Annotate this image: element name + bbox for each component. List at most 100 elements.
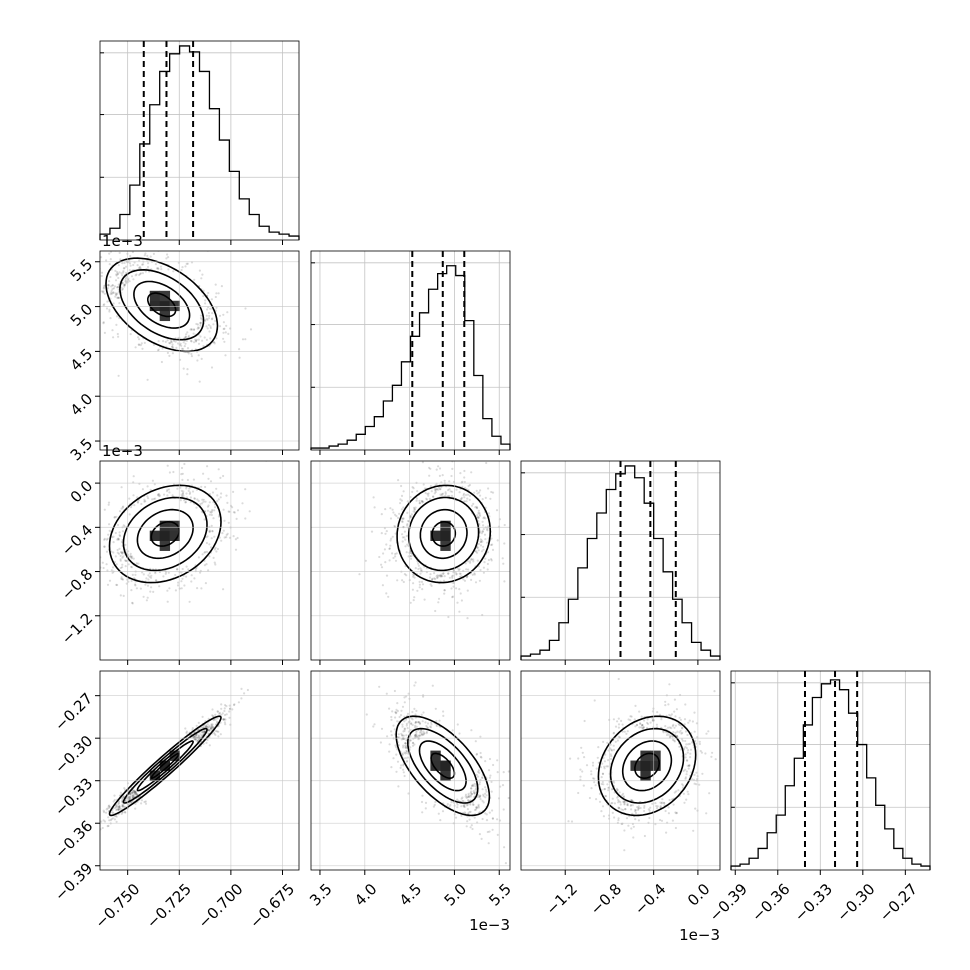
y-tick-label: −0.36 xyxy=(51,817,96,862)
scatter-point xyxy=(168,587,171,590)
scatter-point xyxy=(134,791,137,794)
scatter-point xyxy=(207,504,210,507)
scatter-point xyxy=(478,511,481,515)
scatter-point xyxy=(115,815,118,818)
scatter-point xyxy=(205,338,208,341)
scatter-point xyxy=(424,721,427,724)
scatter-point xyxy=(399,714,403,717)
x-tick-label: −0.33 xyxy=(791,880,836,925)
scatter-point xyxy=(124,543,127,547)
scatter-point xyxy=(411,742,415,745)
scatter-point xyxy=(113,285,116,288)
scatter-point xyxy=(685,759,689,762)
scatter-point xyxy=(131,601,134,604)
scatter-point xyxy=(487,558,490,562)
scatter-point xyxy=(421,501,424,504)
scatter-point xyxy=(199,733,202,736)
scatter-point xyxy=(133,790,136,793)
scatter-point xyxy=(129,554,132,558)
scatter-point xyxy=(181,495,184,498)
scatter-point xyxy=(579,775,582,778)
scatter-point xyxy=(602,783,605,786)
scatter-point xyxy=(171,352,174,355)
scatter-point xyxy=(214,283,217,286)
scatter-point xyxy=(676,735,679,738)
contour-line xyxy=(407,496,480,572)
scatter-point xyxy=(214,718,217,721)
scatter-point xyxy=(693,730,696,733)
scatter-point xyxy=(195,739,198,742)
scatter-point xyxy=(380,563,383,566)
scatter-point xyxy=(482,566,485,569)
scatter-point xyxy=(634,725,637,728)
scatter-point xyxy=(112,287,116,290)
scatter-point xyxy=(623,829,626,832)
scatter-point xyxy=(208,513,211,516)
scatter-point xyxy=(213,342,216,345)
scatter-point xyxy=(659,801,662,804)
scatter-point xyxy=(421,583,425,586)
scatter-point xyxy=(147,574,150,577)
scatter-point xyxy=(687,765,691,768)
scatter-point xyxy=(516,800,518,802)
scatter-point xyxy=(688,719,691,722)
scatter-point xyxy=(168,354,171,357)
scatter-point xyxy=(444,494,447,497)
scatter-point xyxy=(485,790,488,793)
scatter-point xyxy=(202,344,205,348)
scatter-point xyxy=(217,725,220,728)
scatter-point xyxy=(201,553,204,556)
scatter-point xyxy=(436,574,439,577)
scatter-point xyxy=(496,539,499,542)
scatter-point xyxy=(205,536,208,539)
scatter-point xyxy=(442,572,445,575)
contour-line xyxy=(621,740,673,792)
scatter-point xyxy=(402,744,405,747)
scatter-point xyxy=(413,743,416,746)
scatter-point xyxy=(119,554,122,558)
scatter-point xyxy=(117,800,121,804)
scatter-point xyxy=(486,562,489,566)
scatter-point xyxy=(154,497,157,500)
scatter-point xyxy=(210,537,213,540)
scatter-point xyxy=(213,548,216,551)
scatter-point xyxy=(125,559,128,562)
scatter-point xyxy=(108,579,112,582)
scatter-point xyxy=(134,802,137,806)
scatter-point xyxy=(122,267,125,270)
scatter-point xyxy=(186,478,189,482)
scatter-point xyxy=(409,739,412,742)
scatter-point xyxy=(410,557,413,560)
scatter-point xyxy=(415,729,418,733)
scatter-point xyxy=(443,575,446,578)
scatter-point xyxy=(600,782,603,786)
scatter-point xyxy=(119,535,122,538)
scatter-point xyxy=(119,566,122,570)
scatter-point xyxy=(184,342,187,345)
scatter-point xyxy=(405,739,408,742)
scatter-point xyxy=(465,825,468,828)
scatter-point xyxy=(437,574,440,578)
scatter-point xyxy=(475,808,478,811)
scatter-point xyxy=(224,718,227,721)
scatter-point xyxy=(139,272,142,275)
scatter-point xyxy=(429,485,432,488)
scatter-point xyxy=(124,280,127,283)
scatter-point xyxy=(472,803,475,806)
scatter-point xyxy=(206,509,210,512)
scatter-point xyxy=(393,513,397,516)
scatter-point xyxy=(182,494,185,497)
scatter-point xyxy=(423,732,426,736)
scatter-point xyxy=(614,740,617,743)
scatter-point xyxy=(486,830,489,834)
scatter-point xyxy=(656,805,659,808)
y-tick-label: 4.0 xyxy=(67,390,97,420)
scatter-point xyxy=(490,543,493,547)
scatter-point xyxy=(221,532,224,535)
contour-line xyxy=(634,752,661,779)
scatter-point xyxy=(463,496,466,499)
scatter-point xyxy=(412,487,415,490)
scatter-point xyxy=(503,580,506,583)
scatter-point xyxy=(484,538,487,541)
scatter-point xyxy=(643,834,647,838)
